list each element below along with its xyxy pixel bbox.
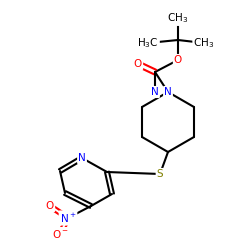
Text: CH$_3$: CH$_3$ [194,36,214,50]
Text: CH$_3$: CH$_3$ [168,11,188,25]
Text: O: O [174,55,182,65]
Text: O$^-$: O$^-$ [52,228,68,240]
Text: N: N [151,87,159,97]
Text: N$^+$: N$^+$ [60,212,76,224]
Text: O: O [46,201,54,211]
Text: N: N [78,153,86,163]
Text: N: N [164,87,172,97]
Text: H$_3$C: H$_3$C [137,36,159,50]
Text: O: O [134,59,142,69]
Text: S: S [157,169,163,179]
